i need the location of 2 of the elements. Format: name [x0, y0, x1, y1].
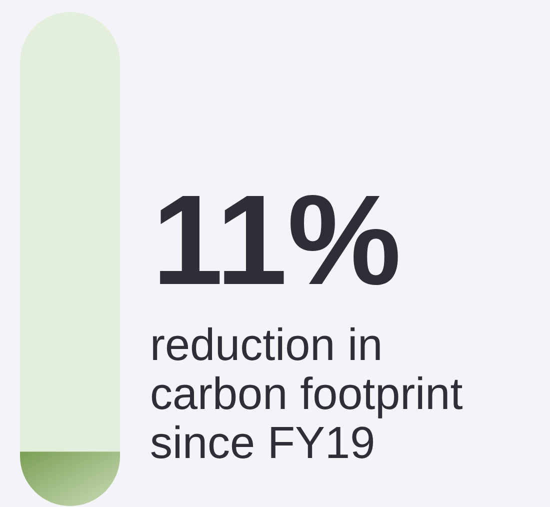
text: reduction in carbon footprint since FY19 [150, 319, 464, 468]
data-label: 11% [152, 169, 402, 312]
